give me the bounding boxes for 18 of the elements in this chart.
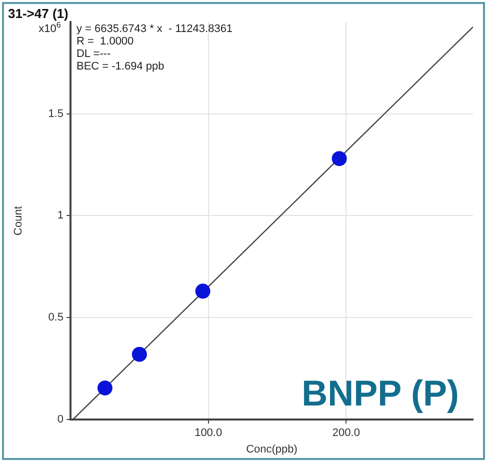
annotation: y = 6635.6743 * x - 11243.8361 xyxy=(76,23,233,35)
annotation: DL =--- xyxy=(76,48,111,60)
point xyxy=(332,151,347,166)
point xyxy=(132,346,147,362)
annotation: BNPP (P) xyxy=(302,372,459,414)
x-tick-label: 100.0 xyxy=(194,427,222,440)
point xyxy=(195,284,210,299)
point xyxy=(97,380,112,396)
y-tick-label: 1.5 xyxy=(48,108,64,120)
y-axis-title: Count xyxy=(12,206,25,236)
y-tick-label: 1 xyxy=(57,210,64,222)
chart-title: 31->47 (1) xyxy=(8,6,68,21)
x-tick-label: 200.0 xyxy=(332,427,360,440)
y-tick-label: 0.5 xyxy=(48,312,64,324)
x-axis-title: Conc(ppb) xyxy=(246,443,298,456)
annotation: BEC = -1.694 ppb xyxy=(76,60,164,72)
y-tick-label: 0 xyxy=(57,414,64,426)
annotation: R = 1.0000 xyxy=(76,36,134,48)
